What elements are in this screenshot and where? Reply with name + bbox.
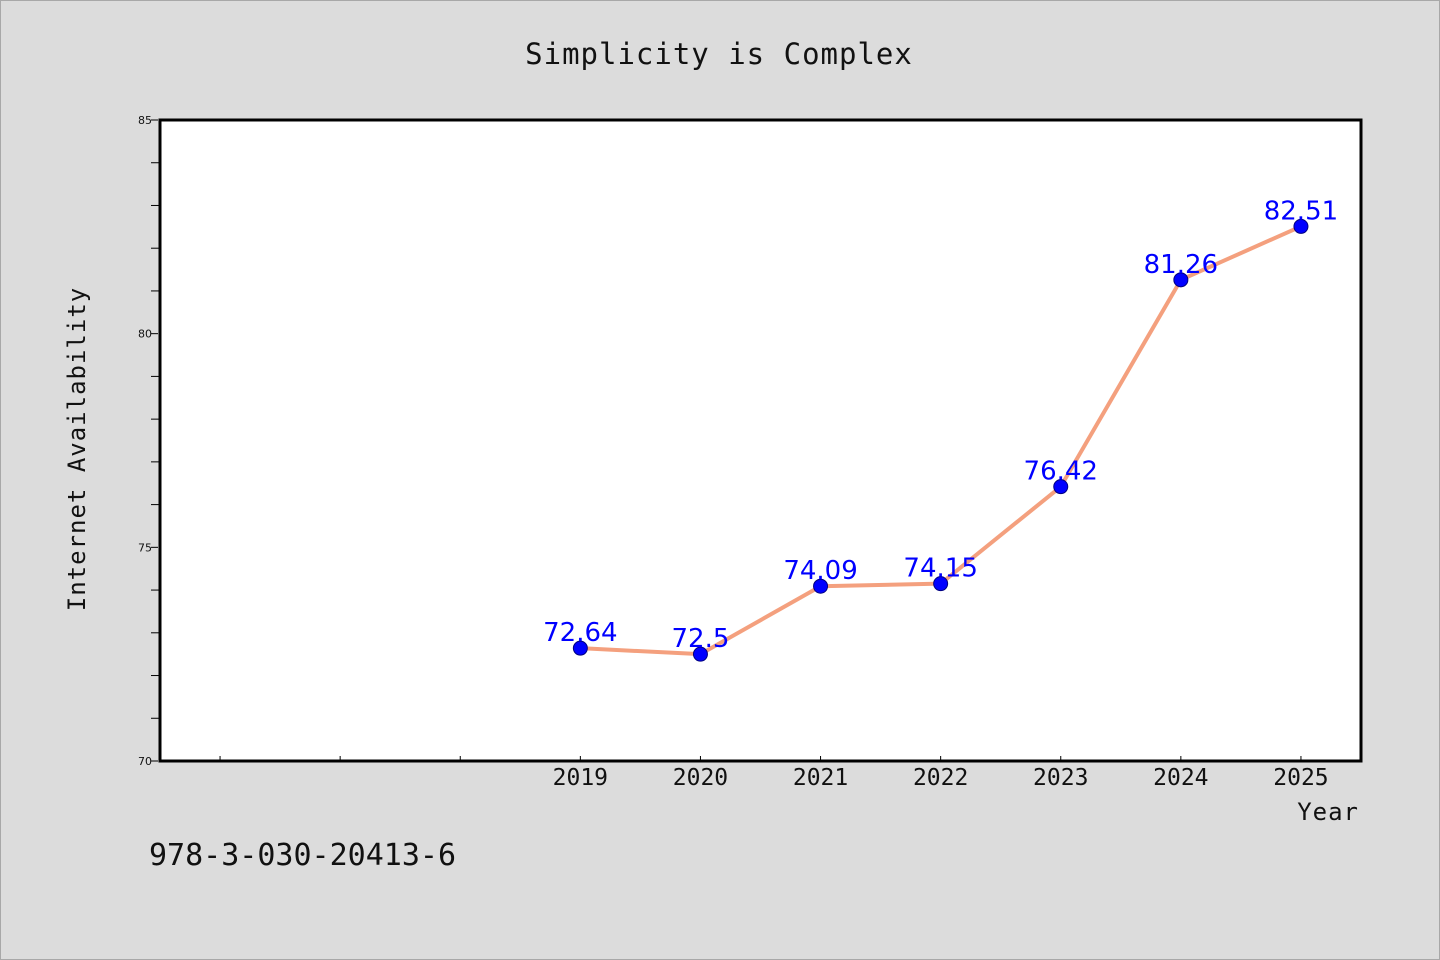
data-label: 72.5 <box>672 624 730 654</box>
data-point <box>1293 218 1309 234</box>
plot-area <box>158 118 1363 763</box>
y-tick-label: 80 <box>138 328 152 341</box>
x-tick-label: 2023 <box>1033 765 1088 791</box>
data-label: 82.51 <box>1264 196 1338 226</box>
data-label: 74.15 <box>903 554 977 584</box>
data-label: 72.64 <box>543 618 617 648</box>
data-point <box>813 578 829 594</box>
x-tick-label: 2025 <box>1273 765 1328 791</box>
chart-title: Simplicity is Complex <box>525 37 913 71</box>
y-axis-ticks: 70 75 80 85 <box>138 114 160 768</box>
x-tick-label: 2021 <box>793 765 848 791</box>
data-label: 76.42 <box>1024 457 1098 487</box>
data-point <box>933 576 949 592</box>
y-tick-label: 70 <box>138 755 152 768</box>
x-axis-label: Year <box>1297 798 1359 826</box>
data-label: 81.26 <box>1144 250 1218 280</box>
y-axis-label: Internet Availability <box>63 287 91 611</box>
y-tick-label: 85 <box>138 114 152 127</box>
data-point <box>572 640 588 656</box>
data-label-group: 72.64 72.5 74.09 74.15 76.42 81.26 82.51 <box>543 196 1338 654</box>
y-tick-label: 75 <box>138 541 152 554</box>
x-tick-label: 2019 <box>553 765 608 791</box>
data-point <box>1053 479 1069 495</box>
x-tick-label: 2024 <box>1153 765 1208 791</box>
x-tick-label: 2022 <box>913 765 968 791</box>
series-marker-group <box>572 218 1309 662</box>
data-point <box>1173 272 1189 288</box>
isbn-text: 978-3-030-20413-6 <box>149 838 456 873</box>
data-label: 74.09 <box>783 556 857 586</box>
data-point <box>692 646 708 662</box>
x-axis-ticks: 2019 2020 2021 2022 2023 2024 2025 <box>219 756 1329 791</box>
x-tick-label: 2020 <box>673 765 728 791</box>
